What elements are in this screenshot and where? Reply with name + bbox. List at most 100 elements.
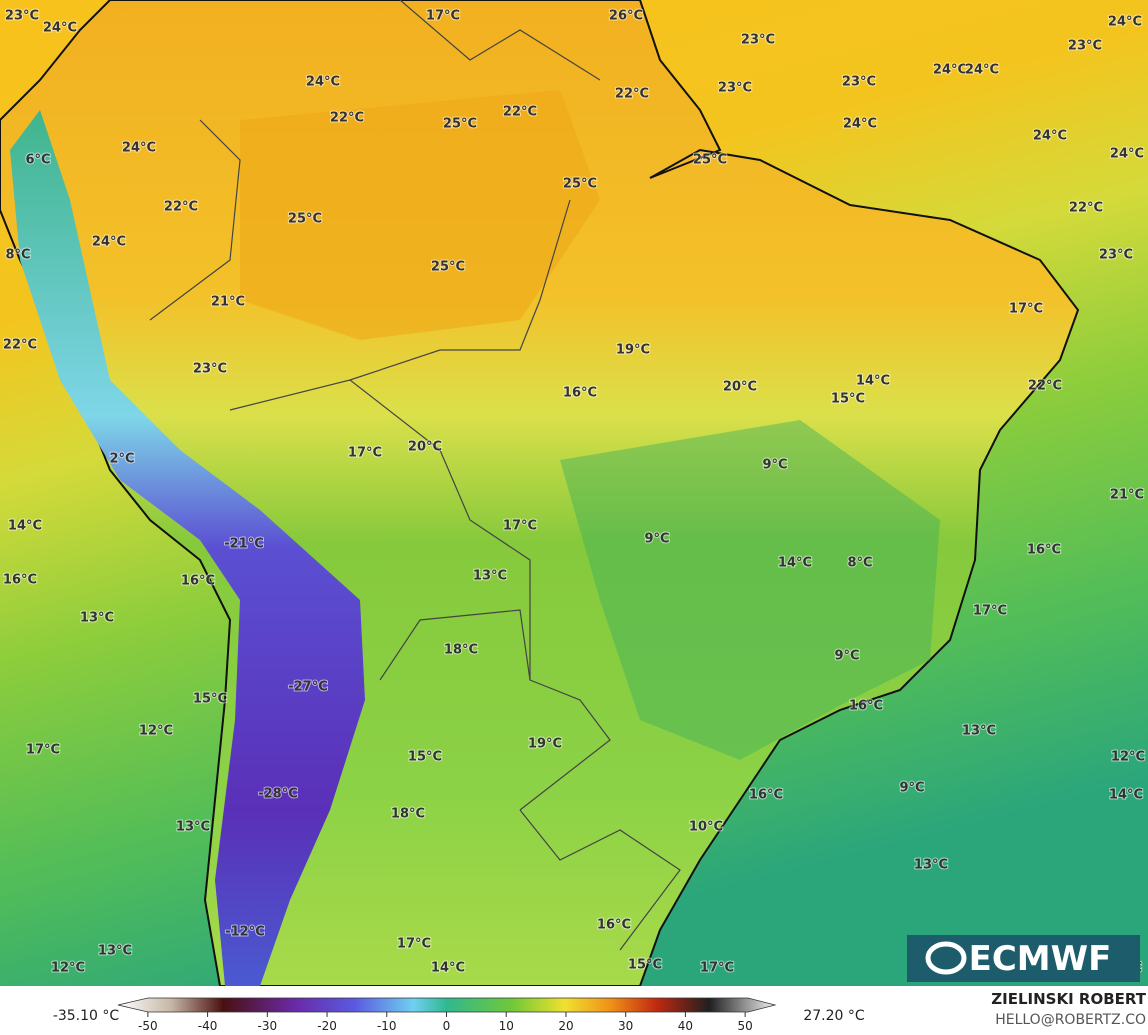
temperature-label: 24°C <box>965 63 999 78</box>
temperature-label: 21°C <box>1110 488 1144 503</box>
temperature-label: 13°C <box>962 724 996 739</box>
colorbar-tick-label: 20 <box>558 1019 573 1033</box>
temperature-label: 2°C <box>109 452 134 467</box>
temperature-label: 22°C <box>164 200 198 215</box>
temperature-label: 23°C <box>842 75 876 90</box>
temperature-label: 14°C <box>8 519 42 534</box>
border <box>229 199 571 411</box>
colorbar-ticks: -50 -40 -30 -20 -10 0 10 20 30 40 50 <box>138 1012 753 1033</box>
border <box>379 609 531 681</box>
credit-name: ZIELINSKI ROBERT <box>991 990 1146 1008</box>
temperature-label: 24°C <box>1110 147 1144 162</box>
temperature-label: 22°C <box>1069 201 1103 216</box>
temperature-label: 12°C <box>51 961 85 976</box>
temperature-label: 8°C <box>847 556 872 571</box>
temperature-label: 12°C <box>139 724 173 739</box>
temperature-label: 9°C <box>762 458 787 473</box>
colorbar-tick-label: -30 <box>258 1019 278 1033</box>
temperature-label: 24°C <box>92 235 126 250</box>
temperature-label: 15°C <box>831 392 865 407</box>
temperature-label: 17°C <box>503 519 537 534</box>
temperature-label: 22°C <box>1028 379 1062 394</box>
temperature-label: 13°C <box>98 944 132 959</box>
temperature-label: -12°C <box>225 925 265 940</box>
temperature-label: 25°C <box>443 117 477 132</box>
amazon-warm-zone <box>240 90 600 340</box>
temperature-label: 17°C <box>348 446 382 461</box>
temperature-label: 24°C <box>1108 15 1142 30</box>
border <box>149 119 241 321</box>
temperature-label: 18°C <box>391 807 425 822</box>
temperature-label: 16°C <box>1027 543 1061 558</box>
temperature-label: 10°C <box>689 820 723 835</box>
temperature-label: 24°C <box>122 141 156 156</box>
temperature-label: 25°C <box>563 177 597 192</box>
temperature-label: 19°C <box>528 737 562 752</box>
temperature-label: 21°C <box>211 295 245 310</box>
colorbar <box>117 997 777 1013</box>
temperature-label: 13°C <box>80 611 114 626</box>
temperature-label: 25°C <box>431 260 465 275</box>
temperature-label: 15°C <box>193 692 227 707</box>
temperature-label: 24°C <box>306 75 340 90</box>
colorbar-tick-label: 0 <box>443 1019 451 1033</box>
temperature-label: -28°C <box>258 787 298 802</box>
temperature-label: 13°C <box>473 569 507 584</box>
temperature-label: 14°C <box>778 556 812 571</box>
border <box>519 809 681 951</box>
temperature-label: 24°C <box>1033 129 1067 144</box>
colorbar-tick-label: 30 <box>618 1019 633 1033</box>
andes <box>10 110 365 986</box>
temperature-label: 16°C <box>597 918 631 933</box>
temperature-label: 25°C <box>288 212 322 227</box>
temperature-label: 14°C <box>1109 788 1143 803</box>
temperature-label: 16°C <box>849 699 883 714</box>
credit-email: HELLO@ROBERTZ.CO <box>995 1012 1146 1028</box>
colorbar-tick-label: 10 <box>499 1019 514 1033</box>
temperature-label: 13°C <box>914 858 948 873</box>
temperature-label: 25°C <box>693 153 727 168</box>
temperature-label: 17°C <box>973 604 1007 619</box>
temperature-label: 18°C <box>444 643 478 658</box>
colorbar-tick-label: -20 <box>317 1019 337 1033</box>
colorbar-tick-label: -10 <box>377 1019 397 1033</box>
temperature-label: 9°C <box>899 781 924 796</box>
temperature-label: 15°C <box>408 750 442 765</box>
temperature-label: 14°C <box>431 961 465 976</box>
temperature-label: 22°C <box>503 105 537 120</box>
colorbar-tick-label: 40 <box>678 1019 693 1033</box>
temperature-label: 17°C <box>700 961 734 976</box>
colorbar-tick-label: 50 <box>737 1019 752 1033</box>
temperature-label: 22°C <box>3 338 37 353</box>
temperature-label: 23°C <box>741 33 775 48</box>
temperature-label: 20°C <box>723 380 757 395</box>
temperature-label: 9°C <box>644 532 669 547</box>
borders <box>149 0 681 951</box>
temperature-label: 16°C <box>181 574 215 589</box>
colorbar-max: 27.20 °C <box>803 1008 865 1024</box>
logo-icon <box>925 941 967 975</box>
logo-text: ECMWF <box>969 939 1112 979</box>
temperature-label: 24°C <box>933 63 967 78</box>
temperature-label: 6°C <box>25 153 50 168</box>
temperature-label: 19°C <box>616 343 650 358</box>
brazil-highlands <box>560 420 940 760</box>
temperature-label: 24°C <box>43 21 77 36</box>
colorbar-min: -35.10 °C <box>53 1008 120 1024</box>
temperature-label: 20°C <box>408 440 442 455</box>
temperature-label: 23°C <box>193 362 227 377</box>
temperature-label: 26°C <box>609 9 643 24</box>
temperature-label: -27°C <box>288 680 328 695</box>
colorbar-tick-label: -40 <box>198 1019 218 1033</box>
labels: 23°C 24°C 17°C 26°C 24°C 23°C 23°C 24°C 23°C 23°C… <box>2 8 1146 977</box>
temperature-label: 17°C <box>426 9 460 24</box>
temperature-label: -21°C <box>224 537 264 552</box>
temperature-label: 17°C <box>1009 302 1043 317</box>
temperature-label: 24°C <box>843 117 877 132</box>
temperature-label: 12°C <box>1111 750 1145 765</box>
colorbar-tick-label: -50 <box>138 1019 158 1033</box>
temperature-label: 13°C <box>176 820 210 835</box>
temperature-label: 17°C <box>397 937 431 952</box>
